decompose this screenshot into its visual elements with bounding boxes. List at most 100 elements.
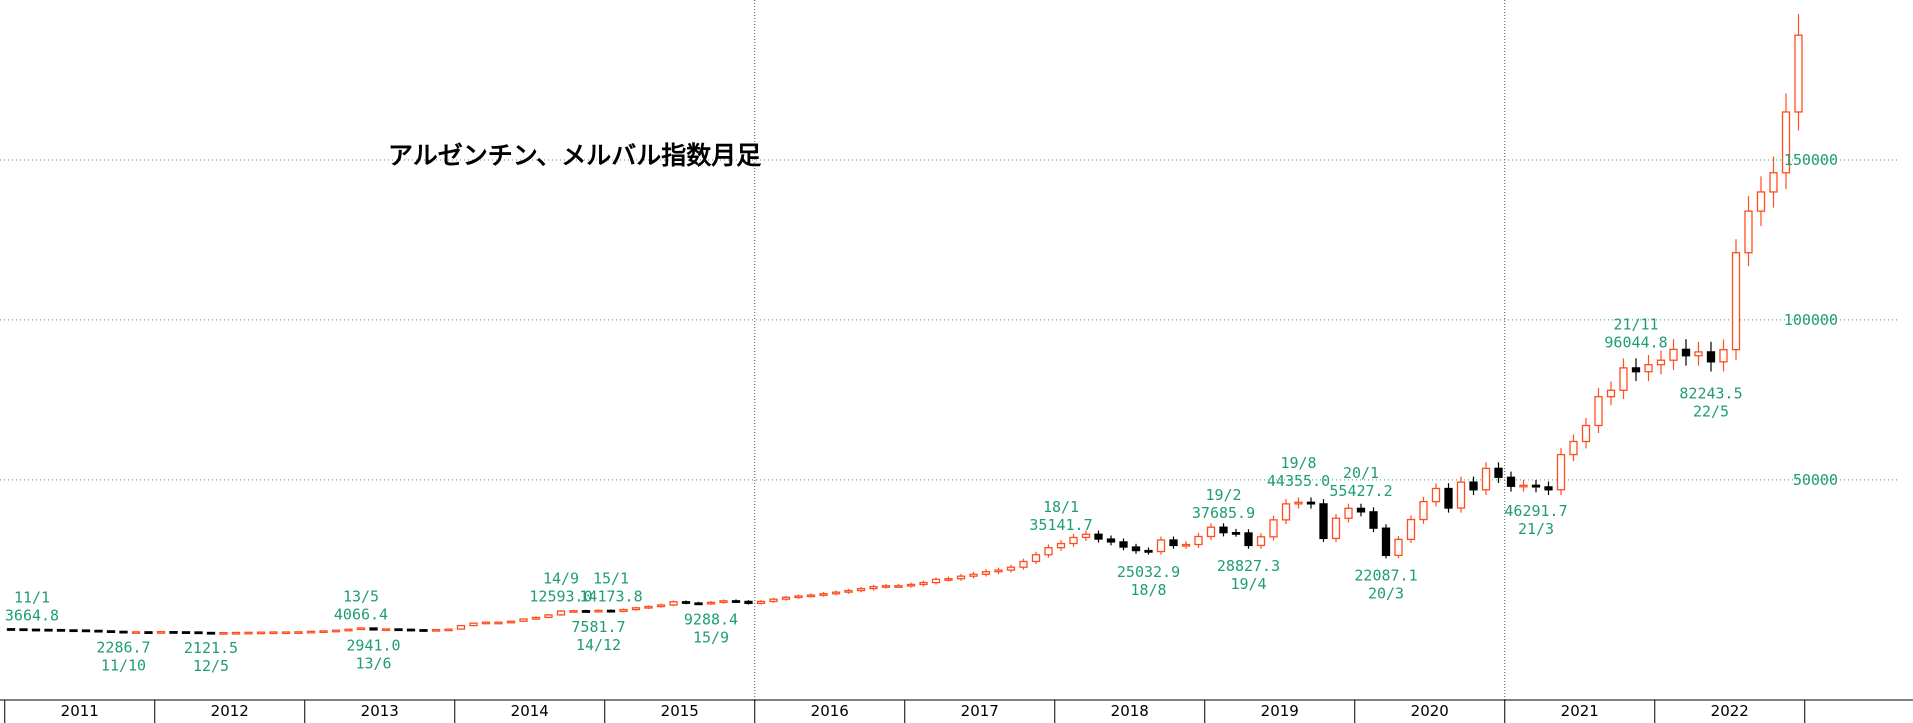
candle-body (56, 628, 66, 632)
candle (44, 628, 53, 632)
annotation-date: 14/9 (543, 569, 579, 587)
year-label: 2019 (1261, 702, 1299, 720)
candle-body (1531, 484, 1541, 488)
candle (444, 628, 453, 632)
candle-body (944, 578, 953, 581)
candle (1356, 503, 1366, 517)
candle (1281, 499, 1291, 525)
candle (369, 627, 378, 631)
year-label: 2011 (61, 702, 99, 720)
candle-body (269, 631, 278, 635)
candle (1044, 544, 1053, 558)
annotation-value: 44355.0 (1267, 472, 1330, 490)
candle (1194, 532, 1203, 548)
annotation-date: 11/10 (101, 656, 146, 674)
candle (619, 608, 628, 613)
candle-body (156, 631, 166, 634)
candle (1206, 523, 1216, 541)
candle (1231, 528, 1241, 537)
candle-body (1706, 351, 1716, 363)
candle-body (1081, 533, 1091, 539)
candle-body (1431, 487, 1441, 503)
candle (581, 609, 591, 613)
candle (806, 593, 816, 598)
candle (206, 631, 216, 635)
candle-body (1394, 538, 1403, 557)
candle-body (681, 601, 691, 604)
candle-body (19, 628, 28, 632)
year-label: 2018 (1111, 702, 1149, 720)
candle (769, 597, 778, 603)
candle-body (1069, 536, 1078, 545)
candle-body (994, 569, 1003, 573)
candle (56, 628, 66, 632)
price-annotation: 25032.918/8 (1117, 563, 1180, 599)
candle-body (131, 631, 141, 634)
candle (1531, 479, 1541, 493)
candle (719, 599, 728, 604)
candle (1556, 448, 1566, 496)
candle-body (1456, 481, 1466, 509)
candle (406, 628, 416, 632)
candle (144, 631, 153, 634)
candle (1469, 476, 1478, 496)
candle-body (1781, 111, 1791, 174)
annotation-value: 28827.3 (1217, 557, 1280, 575)
candle (794, 594, 803, 599)
candle (869, 584, 878, 591)
candle-body (906, 583, 916, 587)
candle-body (1656, 359, 1666, 366)
grid-layer (0, 0, 1898, 700)
candle-body (1281, 503, 1291, 521)
candle (1381, 524, 1391, 559)
price-annotation: 2121.512/5 (184, 639, 238, 675)
annotation-value: 96044.8 (1604, 334, 1667, 352)
annotation-value: 14173.8 (579, 588, 642, 606)
candle-body (1044, 547, 1053, 556)
candle (969, 571, 978, 579)
candle (1219, 523, 1228, 537)
candle (319, 630, 328, 634)
candle-body (731, 600, 741, 603)
candle (281, 631, 291, 635)
candle (469, 622, 478, 627)
candle (1431, 483, 1441, 507)
candle-body (1494, 467, 1503, 478)
candle-body (1644, 364, 1653, 373)
year-label: 2020 (1411, 702, 1449, 720)
candle (331, 629, 341, 633)
candle (1081, 530, 1091, 542)
candle (844, 588, 853, 594)
candle-body (656, 604, 666, 608)
candle-body (606, 609, 616, 613)
candle (881, 583, 891, 589)
candle (506, 620, 516, 624)
candle (1619, 358, 1628, 400)
candle-body (1106, 538, 1116, 543)
candle-body (219, 631, 228, 635)
annotation-date: 20/3 (1368, 584, 1404, 602)
candle (644, 605, 653, 609)
candle (1244, 529, 1253, 549)
price-annotation: 46291.721/3 (1504, 502, 1567, 538)
candle (1594, 388, 1603, 433)
candle (1094, 530, 1103, 543)
candle (1481, 462, 1491, 496)
candle (1256, 533, 1266, 549)
candle (1306, 497, 1316, 509)
annotation-date: 21/3 (1518, 520, 1554, 538)
candle (1269, 515, 1278, 541)
candle (931, 577, 941, 585)
annotation-date: 20/1 (1343, 464, 1379, 482)
candle-body (1156, 539, 1166, 553)
candle-body (1194, 535, 1203, 546)
candle-body (94, 629, 103, 633)
annotation-value: 2941.0 (346, 637, 400, 655)
candle (1656, 350, 1666, 375)
candle-body (244, 631, 253, 635)
candle-body (531, 616, 541, 620)
